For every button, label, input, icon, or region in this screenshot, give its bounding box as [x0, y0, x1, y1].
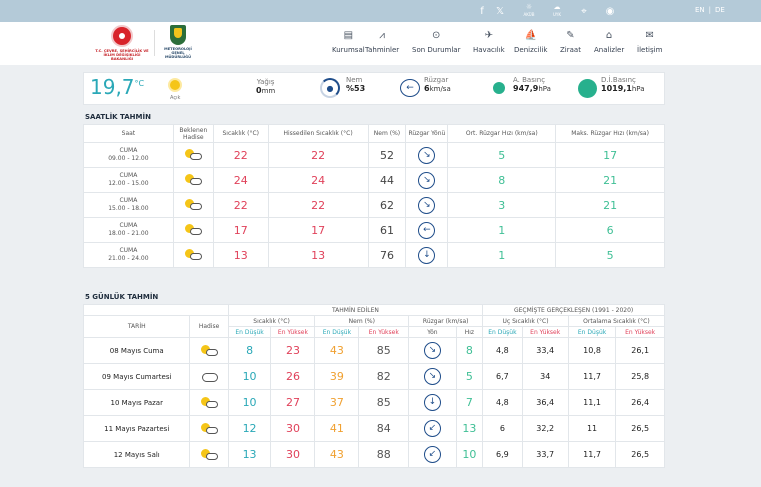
location-icon[interactable]: ⌖: [581, 5, 587, 17]
current-temperature: 19,7°C: [90, 75, 145, 99]
wind-arrow-icon: ↘: [423, 368, 441, 385]
clock-icon: ⊙: [432, 30, 441, 41]
col-nem: Nem (%): [367, 124, 407, 143]
leaf-icon: ✎: [566, 30, 575, 41]
sun-cloud-icon: [200, 344, 219, 357]
sun-icon[interactable]: ☼ AKÜB: [523, 3, 535, 18]
col-maks-ruzgar: Maks. Rüzgar Hızı (km/sa): [555, 124, 665, 143]
current-conditions: 19,7°C Açık Yağış 0mm ● Nem %53 ← Rüzgar…: [83, 72, 665, 105]
col-tarih: TARİH: [82, 315, 191, 338]
daily-title: 5 GÜNLÜK TAHMİN: [85, 293, 159, 301]
wind-arrow-icon: ↙: [423, 420, 441, 437]
table-row: 10 Mayıs Pazar 10 27 37 85 ↓ 7 4,8 36,4 …: [82, 389, 665, 416]
table-row: 09 Mayıs Cumartesi 10 26 39 82 ↘ 5 6,7 3…: [82, 363, 665, 390]
col-hissedilen: Hissedilen Sıcaklık (°C): [267, 124, 369, 143]
header-gecmiste: GEÇMİŞTE GERÇEKLEŞEN (1991 - 2020): [482, 304, 665, 316]
document-icon: ▤: [343, 30, 354, 41]
lang-en-link[interactable]: EN: [695, 6, 705, 14]
wind-arrow-icon: ↘: [418, 146, 436, 164]
mail-icon: ✉: [645, 30, 654, 41]
facebook-icon[interactable]: f: [480, 5, 484, 17]
sea-level-pressure-dot-icon: [578, 79, 597, 98]
chart-icon: ⩘: [379, 30, 385, 41]
sun-cloud-icon: [184, 149, 203, 161]
x-icon[interactable]: 𝕏: [495, 5, 505, 17]
wind-arrow-icon: ↘: [418, 171, 436, 189]
language-switch: EN | DE: [695, 6, 725, 14]
nav-analizler[interactable]: ⌂ Analizler: [594, 30, 625, 54]
sun-cloud-icon: [200, 396, 219, 409]
table-row: CUMA 21.00 - 24.00 13 13 76 ↓ 1 5: [83, 242, 665, 268]
lang-de-link[interactable]: DE: [715, 6, 725, 14]
plane-icon: ✈: [484, 30, 494, 41]
ministry-logo[interactable]: T.C. ÇEVRE, ŞEHİRCİLİK VE İKLİM DEĞİŞİKL…: [92, 25, 152, 63]
col-saat: Saat: [83, 124, 174, 143]
mgm-shield-icon: [170, 25, 186, 45]
sailboat-icon: ⛵: [524, 30, 537, 41]
col-ruzgar-yonu: Rüzgar Yönü: [405, 124, 449, 143]
wind-direction-icon: ←: [400, 79, 420, 97]
time-cell: CUMA 09.00 - 12.00: [83, 142, 174, 168]
table-row: CUMA 15.00 - 18.00 22 22 62 ↘ 3 21: [83, 192, 665, 218]
time-cell: CUMA 15.00 - 18.00: [83, 192, 174, 218]
cloud-icon: [200, 371, 219, 383]
wind-arrow-icon: ↓: [418, 246, 436, 264]
sun-cloud-icon: [184, 249, 203, 261]
col-hadise: Hadise: [189, 315, 229, 338]
nav-son-durumlar[interactable]: ⊙ Son Durumlar: [412, 30, 461, 54]
eye-icon[interactable]: ◉: [605, 5, 615, 17]
nav-denizcilik[interactable]: ⛵ Denizcilik: [514, 30, 548, 54]
sun-cloud-icon: [184, 199, 203, 211]
logo-divider: [154, 30, 155, 56]
table-row: 08 Mayıs Cuma 8 23 43 85 ↘ 8 4,8 33,4 10…: [82, 337, 665, 364]
actual-pressure-block: A. Basınç 947,9hPa: [513, 76, 551, 93]
table-row: 12 Mayıs Salı 13 30 43 88 ↙ 10 6,9 33,7 …: [82, 441, 665, 468]
time-cell: CUMA 12.00 - 15.00: [83, 167, 174, 193]
ministry-seal-icon: [111, 25, 133, 47]
wind-arrow-icon: ↓: [423, 394, 441, 411]
time-cell: CUMA 21.00 - 24.00: [83, 242, 174, 268]
site-header: T.C. ÇEVRE, ŞEHİRCİLİK VE İKLİM DEĞİŞİKL…: [0, 22, 761, 65]
wind-arrow-icon: ↙: [423, 446, 441, 463]
nav-tahminler[interactable]: ⩘ Tahminler: [365, 30, 400, 54]
wind-block: Rüzgar 6km/sa: [424, 76, 451, 93]
cloud-sun-icon[interactable]: ☁ UYK: [553, 3, 561, 18]
hourly-title: SAATLİK TAHMİN: [85, 113, 151, 121]
sun-cloud-icon: [184, 224, 203, 236]
sun-cloud-icon: [200, 422, 219, 435]
table-row: CUMA 18.00 - 21.00 17 17 61 ← 1 6: [83, 217, 665, 243]
pressure-dot-icon: [493, 82, 505, 94]
analysis-icon: ⌂: [605, 30, 613, 41]
daily-table: TAHMİN EDİLEN GEÇMİŞTE GERÇEKLEŞEN (1991…: [82, 304, 666, 468]
col-hadise: Beklenen Hadise: [172, 124, 214, 143]
sky-condition: Açık: [170, 95, 181, 101]
mgm-logo[interactable]: METEOROLOJİ GENEL MÜDÜRLÜĞÜ: [158, 25, 198, 63]
sun-cloud-icon: [200, 448, 219, 461]
humidity-block: Nem %53: [346, 76, 366, 93]
table-row: CUMA 09.00 - 12.00 22 22 52 ↘ 5 17: [83, 142, 665, 168]
sun-icon: [170, 80, 180, 90]
top-bar: f 𝕏 ☼ AKÜB ☁ UYK ⌖ ◉ EN | DE: [0, 0, 761, 22]
wind-arrow-icon: ↘: [418, 196, 436, 214]
sea-level-pressure-block: D.İ.Basınç 1019,1hPa: [601, 76, 645, 93]
table-row: 11 Mayıs Pazartesi 12 30 41 84 ↙ 13 6 32…: [82, 415, 665, 442]
nav-havacilik[interactable]: ✈ Havacılık: [473, 30, 505, 54]
header-tahmin-edilen: TAHMİN EDİLEN: [227, 304, 484, 316]
humidity-icon: ●: [320, 78, 340, 98]
nav-kurumsal[interactable]: ▤ Kurumsal: [332, 30, 365, 54]
table-row: CUMA 12.00 - 15.00 24 24 44 ↘ 8 21: [83, 167, 665, 193]
col-sicaklik: Sıcaklık (°C): [212, 124, 269, 143]
col-ort-ruzgar: Ort. Rüzgar Hızı (km/sa): [447, 124, 557, 143]
rain-block: Yağış 0mm: [256, 78, 276, 95]
sun-cloud-icon: [184, 174, 203, 186]
wind-arrow-icon: ↘: [423, 342, 441, 359]
hourly-table: Saat Beklenen Hadise Sıcaklık (°C) Hisse…: [83, 124, 665, 268]
nav-iletisim[interactable]: ✉ İletişim: [637, 30, 663, 54]
wind-arrow-icon: ←: [418, 221, 436, 239]
time-cell: CUMA 18.00 - 21.00: [83, 217, 174, 243]
nav-ziraat[interactable]: ✎ Ziraat: [560, 30, 581, 54]
